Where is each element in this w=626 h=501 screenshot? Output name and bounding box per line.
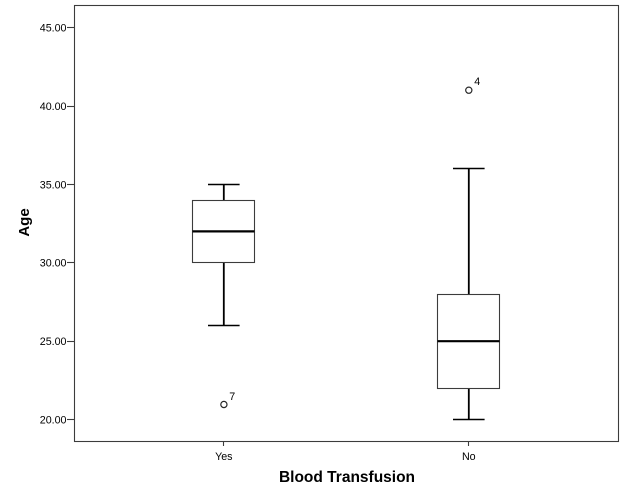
- svg-text:35.00: 35.00: [40, 179, 67, 191]
- svg-text:25.00: 25.00: [40, 336, 67, 348]
- svg-text:45.00: 45.00: [40, 23, 67, 35]
- svg-text:20.00: 20.00: [40, 414, 67, 426]
- svg-text:Age: Age: [16, 208, 33, 236]
- svg-text:30.00: 30.00: [40, 258, 67, 270]
- svg-text:Blood Transfusion: Blood Transfusion: [279, 469, 415, 486]
- svg-text:No: No: [462, 451, 476, 463]
- svg-text:Yes: Yes: [215, 451, 232, 463]
- svg-text:40.00: 40.00: [40, 101, 67, 113]
- svg-text:7: 7: [229, 391, 235, 403]
- svg-text:4: 4: [474, 76, 480, 88]
